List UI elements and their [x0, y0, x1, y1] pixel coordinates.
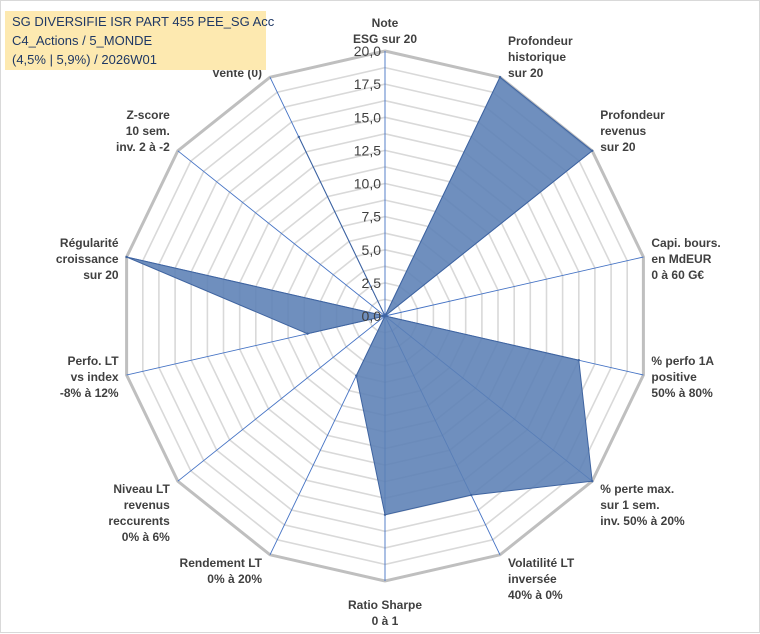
data-point [591, 149, 594, 152]
chart-title-line-2: C4_Actions / 5_MONDE [12, 33, 153, 48]
category-label-line: sur 20 [600, 140, 636, 154]
category-label-line: Z-score [126, 108, 170, 122]
tick-label: 5,0 [362, 242, 382, 258]
tick-label: 12,5 [354, 142, 381, 158]
category-label-line: 0 à 60 G€ [651, 268, 704, 282]
category-label-line: 0 à 1 [372, 614, 399, 628]
category-label-line: 10 sem. [126, 124, 170, 138]
category-label-line: Ratio Sharpe [348, 598, 422, 612]
category-label: Rendement LT 0% à 20% [180, 556, 263, 586]
category-label-line: inv. 50% à 20% [600, 514, 685, 528]
category-label: Régularité croissance sur 20 [56, 236, 119, 282]
tick-label: 2,5 [362, 275, 382, 291]
category-label-line: Rendement LT [180, 556, 263, 570]
category-label-line: ESG sur 20 [353, 32, 417, 46]
axis-spoke [177, 315, 386, 482]
chart-title-box: SG DIVERSIFIE ISR PART 455 PEE_SG Acc C4… [5, 11, 274, 70]
category-label-line: Capi. bours. [651, 236, 720, 250]
tick-label: 17,5 [354, 76, 381, 92]
category-label-line: sur 1 sem. [600, 498, 659, 512]
category-label-line: sur 20 [83, 268, 119, 282]
data-point [591, 480, 594, 483]
data-point [355, 374, 358, 377]
category-label-line: % perfo 1A [651, 354, 714, 368]
category-label-line: historique [508, 50, 566, 64]
tick-label: 10,0 [354, 176, 381, 192]
tick-label: 15,0 [354, 109, 381, 125]
category-label-line: croissance [56, 252, 119, 266]
data-point [383, 314, 387, 318]
category-label-line: 40% à 0% [508, 588, 563, 602]
category-label-line: Niveau LT [113, 482, 170, 496]
axis-spoke [384, 256, 644, 317]
data-point [577, 359, 580, 362]
category-label-line: Profondeur [508, 34, 573, 48]
category-label: % perte max. sur 1 sem. inv. 50% à 20% [600, 482, 685, 528]
category-label: Z-score 10 sem. inv. 2 à -2 [116, 108, 170, 154]
data-point [306, 332, 309, 335]
category-label: % perfo 1A positive 50% à 80% [651, 354, 714, 400]
data-point [125, 255, 128, 259]
category-label-line: 50% à 80% [651, 386, 713, 400]
chart-title-line-3: (4,5% | 5,9%) / 2026W01 [12, 52, 158, 67]
category-label: Profondeur historique sur 20 [508, 34, 573, 80]
data-point [297, 135, 300, 139]
category-label: Capi. bours. en MdEUR 0 à 60 G€ [651, 236, 720, 282]
category-label-line: sur 20 [508, 66, 544, 80]
category-label-line: inversée [508, 572, 557, 586]
category-label-line: reccurents [108, 514, 170, 528]
data-point [498, 76, 502, 79]
category-label-line: % perte max. [600, 482, 674, 496]
category-label: Perfo. LT vs index -8% à 12% [60, 354, 119, 400]
chart-title-line-1: SG DIVERSIFIE ISR PART 455 PEE_SG Acc [12, 14, 275, 29]
category-label-line: en MdEUR [651, 252, 711, 266]
data-point [383, 513, 387, 516]
tick-label: 7,5 [362, 209, 382, 225]
category-label-line: vs index [71, 370, 119, 384]
category-label: Ratio Sharpe 0 à 1 [348, 598, 422, 628]
category-label: Volatilité LT inversée 40% à 0% [508, 556, 575, 602]
tick-label: 0,0 [362, 308, 382, 324]
category-label-line: Perfo. LT [67, 354, 119, 368]
category-label-line: revenus [600, 124, 646, 138]
category-label-line: 0% à 6% [122, 530, 170, 544]
category-label-line: Régularité [60, 236, 119, 250]
category-label-line: 0% à 20% [207, 572, 262, 586]
category-label-line: revenus [124, 498, 170, 512]
category-label: Note ESG sur 20 [353, 16, 417, 46]
tick-label: 20,0 [354, 43, 381, 59]
data-point [470, 493, 473, 497]
category-label-line: inv. 2 à -2 [116, 140, 170, 154]
category-label-line: Volatilité LT [508, 556, 575, 570]
category-label-line: Profondeur [600, 108, 665, 122]
category-label-line: -8% à 12% [60, 386, 119, 400]
category-label-line: Note [372, 16, 399, 30]
category-label: Niveau LT revenus reccurents 0% à 6% [108, 482, 170, 544]
axis-spoke [177, 150, 386, 317]
category-label: Profondeur revenus sur 20 [600, 108, 665, 154]
category-label-line: positive [651, 370, 697, 384]
